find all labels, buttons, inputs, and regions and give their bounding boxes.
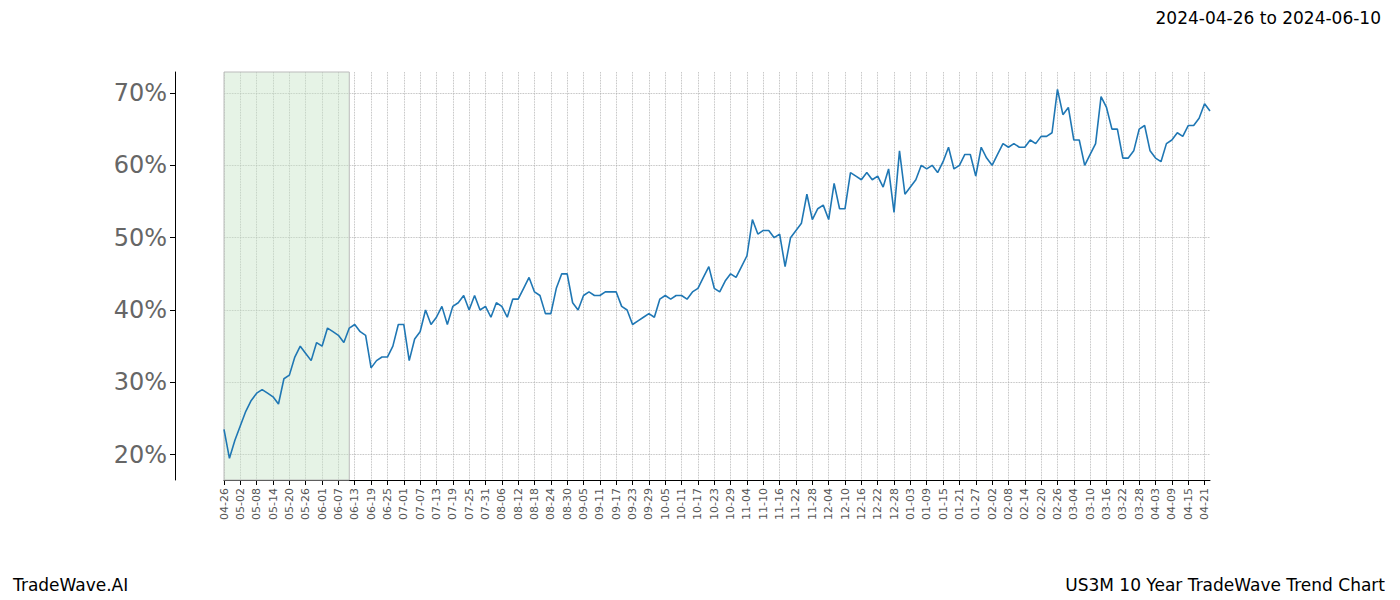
svg-text:04-03: 04-03 [1149, 488, 1162, 520]
svg-text:01-21: 01-21 [953, 488, 966, 520]
svg-text:30%: 30% [114, 368, 167, 396]
svg-text:11-22: 11-22 [789, 488, 802, 520]
svg-text:08-18: 08-18 [528, 488, 541, 520]
svg-text:08-24: 08-24 [544, 488, 557, 520]
svg-text:08-06: 08-06 [495, 488, 508, 520]
svg-text:05-14: 05-14 [267, 488, 280, 520]
svg-text:12-28: 12-28 [888, 488, 901, 520]
svg-text:09-11: 09-11 [593, 488, 606, 520]
svg-text:05-02: 05-02 [234, 488, 247, 520]
svg-text:01-15: 01-15 [937, 488, 950, 520]
svg-text:12-16: 12-16 [855, 488, 868, 520]
svg-text:08-12: 08-12 [512, 488, 525, 520]
svg-text:60%: 60% [114, 151, 167, 179]
svg-text:20%: 20% [114, 441, 167, 469]
svg-text:05-20: 05-20 [283, 488, 296, 520]
svg-text:02-26: 02-26 [1051, 488, 1064, 520]
svg-text:12-10: 12-10 [839, 488, 852, 520]
svg-text:05-08: 05-08 [250, 488, 263, 520]
svg-text:05-26: 05-26 [299, 488, 312, 520]
svg-text:11-28: 11-28 [806, 488, 819, 520]
svg-text:11-10: 11-10 [757, 488, 770, 520]
svg-text:09-05: 09-05 [577, 488, 590, 520]
svg-text:07-13: 07-13 [430, 488, 443, 520]
svg-text:03-04: 03-04 [1067, 488, 1080, 520]
svg-text:70%: 70% [114, 79, 167, 107]
svg-text:04-09: 04-09 [1165, 488, 1178, 520]
svg-text:10-05: 10-05 [659, 488, 672, 520]
svg-text:06-01: 06-01 [316, 488, 329, 520]
svg-text:07-19: 07-19 [446, 488, 459, 520]
svg-text:04-21: 04-21 [1198, 488, 1211, 520]
svg-text:03-16: 03-16 [1100, 488, 1113, 520]
svg-text:07-31: 07-31 [479, 488, 492, 520]
svg-text:03-10: 03-10 [1084, 488, 1097, 520]
svg-text:04-26: 04-26 [218, 488, 231, 520]
svg-text:01-09: 01-09 [920, 488, 933, 520]
svg-text:50%: 50% [114, 224, 167, 252]
svg-text:10-17: 10-17 [691, 488, 704, 520]
svg-text:06-07: 06-07 [332, 488, 345, 520]
svg-text:11-16: 11-16 [773, 488, 786, 520]
svg-text:09-29: 09-29 [642, 488, 655, 520]
svg-text:04-15: 04-15 [1182, 488, 1195, 520]
svg-text:2024-04-26 to 2024-06-10: 2024-04-26 to 2024-06-10 [1156, 8, 1381, 28]
svg-text:40%: 40% [114, 296, 167, 324]
svg-text:06-25: 06-25 [381, 488, 394, 520]
svg-text:03-28: 03-28 [1133, 488, 1146, 520]
svg-text:12-04: 12-04 [822, 488, 835, 520]
svg-text:09-17: 09-17 [610, 488, 623, 520]
svg-text:TradeWave.AI: TradeWave.AI [12, 575, 128, 595]
svg-text:08-30: 08-30 [561, 488, 574, 520]
svg-text:12-22: 12-22 [871, 488, 884, 520]
svg-text:02-14: 02-14 [1018, 488, 1031, 520]
svg-text:07-01: 07-01 [397, 488, 410, 520]
svg-text:10-11: 10-11 [675, 488, 688, 520]
svg-text:06-13: 06-13 [348, 488, 361, 520]
svg-text:01-27: 01-27 [969, 488, 982, 520]
svg-text:06-19: 06-19 [365, 488, 378, 520]
svg-text:02-02: 02-02 [986, 488, 999, 520]
svg-text:07-07: 07-07 [414, 488, 427, 520]
svg-text:02-20: 02-20 [1035, 488, 1048, 520]
svg-text:10-29: 10-29 [724, 488, 737, 520]
svg-text:09-23: 09-23 [626, 488, 639, 520]
svg-text:10-23: 10-23 [708, 488, 721, 520]
svg-text:01-03: 01-03 [904, 488, 917, 520]
svg-text:US3M 10 Year TradeWave Trend C: US3M 10 Year TradeWave Trend Chart [1065, 575, 1385, 595]
svg-text:03-22: 03-22 [1116, 488, 1129, 520]
svg-text:07-25: 07-25 [463, 488, 476, 520]
svg-text:11-04: 11-04 [740, 488, 753, 520]
svg-text:02-08: 02-08 [1002, 488, 1015, 520]
